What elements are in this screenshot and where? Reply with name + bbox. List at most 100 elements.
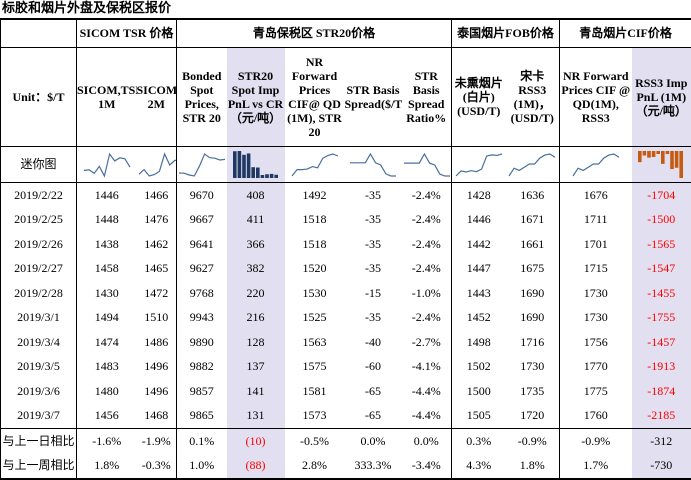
table-cell: 1520: [285, 256, 345, 281]
table-cell: 1530: [285, 281, 345, 306]
table-cell: 1468: [137, 403, 177, 428]
table-cell: -1457: [632, 330, 691, 355]
table-cell: 1458: [77, 256, 137, 281]
table-cell: 1443: [452, 281, 506, 306]
column-header: Bonded Spot Prices, STR 20: [177, 47, 227, 146]
row-label: 2019/3/6: [1, 379, 77, 404]
table-cell: 1465: [137, 256, 177, 281]
sparkline-bar: [661, 151, 665, 164]
table-cell: -65: [345, 379, 402, 404]
table-cell: 1472: [137, 281, 177, 306]
sparkline-cell: [177, 146, 227, 182]
sparkline-line: [179, 154, 225, 176]
table-cell: 1447: [452, 256, 506, 281]
sparkline-cell: [452, 146, 506, 182]
table-cell: 1486: [137, 330, 177, 355]
sparkline: [348, 149, 398, 179]
table-cell: 0.1%: [177, 428, 227, 453]
table-cell: -2.4%: [402, 207, 452, 232]
sparkline-cell: [506, 146, 560, 182]
table-cell: -65: [345, 403, 402, 428]
unit-label: Unit：$/T: [1, 47, 77, 146]
table-cell: -1547: [632, 256, 691, 281]
sparkline-bar: [643, 151, 647, 155]
table-cell: -1455: [632, 281, 691, 306]
table-cell: -2.4%: [402, 305, 452, 330]
row-label: 2019/2/27: [1, 256, 77, 281]
sparkline-line: [84, 154, 130, 176]
table-cell: 0.0%: [402, 428, 452, 453]
table-cell: 1.8%: [506, 453, 560, 479]
table-cell: -1755: [632, 305, 691, 330]
sparkline-bar: [269, 174, 273, 178]
table-cell: 1496: [137, 354, 177, 379]
column-header: 宋卡 RSS3 (1M)，(USD/T): [506, 47, 560, 146]
sparkline-cell: [77, 146, 137, 182]
row-label: 2019/3/4: [1, 330, 77, 355]
table-cell: -35: [345, 207, 402, 232]
sparkline-bar: [251, 167, 255, 178]
sparkline-cell: [345, 146, 402, 182]
sparkline-cell: [402, 146, 452, 182]
table-cell: 9768: [177, 281, 227, 306]
row-label: 2019/2/22: [1, 182, 77, 207]
sparkline-bar: [638, 151, 642, 162]
table-cell: 131: [227, 403, 285, 428]
sparkline-bar: [657, 151, 661, 154]
column-header: STR20 Spot Imp PnL vs CR（元/吨）: [227, 47, 285, 146]
table-cell: 1636: [506, 182, 560, 207]
sparkline-bar: [680, 151, 684, 178]
sparkline: [454, 149, 504, 179]
table-cell: 411: [227, 207, 285, 232]
table-cell: -1500: [632, 207, 691, 232]
table-cell: 1730: [560, 281, 632, 306]
sparkline-bar: [675, 151, 679, 168]
table-cell: 1518: [285, 232, 345, 257]
table-cell: 1690: [506, 281, 560, 306]
table-cell: 1690: [506, 305, 560, 330]
column-header: STR Basis Spread Ratio%: [402, 47, 452, 146]
table-cell: 137: [227, 354, 285, 379]
column-header: RSS3 Imp PnL (1M)（元/吨）: [632, 47, 691, 146]
sparkline-bar: [670, 151, 674, 169]
sparkline: [290, 149, 340, 179]
sparkline-cell: [285, 146, 345, 182]
sparkline: [571, 149, 621, 179]
table-cell: -35: [345, 182, 402, 207]
table-cell: 1.7%: [560, 453, 632, 479]
table-cell: 2.8%: [285, 453, 345, 479]
table-cell: 1676: [560, 182, 632, 207]
table-cell: -35: [345, 305, 402, 330]
table-cell: 1.0%: [177, 453, 227, 479]
table-cell: -40: [345, 330, 402, 355]
sparkline-bar: [256, 168, 260, 178]
table-cell: 9641: [177, 232, 227, 257]
sparkline-line: [139, 154, 177, 176]
table-cell: 1510: [137, 305, 177, 330]
table-cell: 1442: [452, 232, 506, 257]
sparkline-cell: [137, 146, 177, 182]
table-cell: 1462: [137, 232, 177, 257]
table-cell: (88): [227, 453, 285, 479]
table-cell: 1476: [137, 207, 177, 232]
sparkline-cell: [632, 146, 691, 182]
table-cell: 1430: [77, 281, 137, 306]
sparkline: [402, 149, 452, 179]
table-cell: 382: [227, 256, 285, 281]
table-cell: 333.3%: [345, 453, 402, 479]
table-cell: 1446: [77, 182, 137, 207]
table-cell: -2.4%: [402, 256, 452, 281]
sparkline-bar: [242, 155, 246, 178]
table-cell: 1563: [285, 330, 345, 355]
table-cell: -312: [632, 428, 691, 453]
table-cell: 9865: [177, 403, 227, 428]
table-cell: 1.8%: [77, 453, 137, 479]
table-cell: -1.6%: [77, 428, 137, 453]
table-cell: 1671: [506, 207, 560, 232]
table-cell: 1711: [560, 207, 632, 232]
sparkline-line: [404, 154, 450, 176]
